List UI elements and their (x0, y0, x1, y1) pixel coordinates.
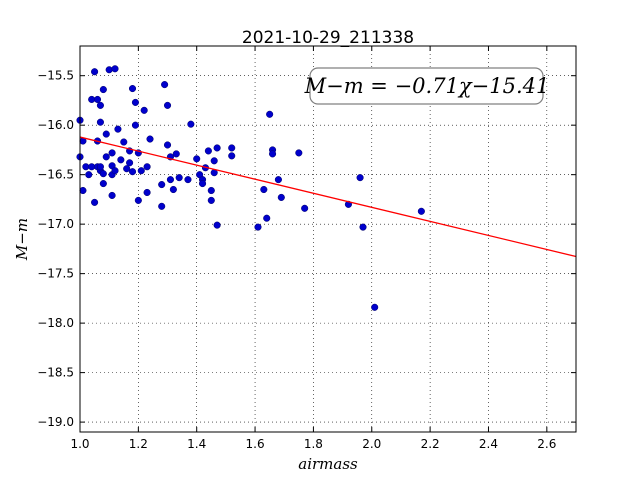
data-point (128, 168, 137, 176)
plot-frame (79, 45, 577, 433)
data-point (131, 121, 139, 129)
data-point (99, 85, 107, 94)
data-point (198, 180, 207, 188)
data-point (111, 65, 119, 73)
data-point (295, 149, 303, 157)
axis-ticks: 1.0 1.2 1.4 1.6 1.8 2.0 2.2 2.4 2.6 −15.5 −16.0 −16… (37, 46, 576, 451)
data-point (254, 223, 262, 231)
y-axis-label: M−m (13, 218, 31, 261)
data-point (123, 165, 131, 173)
data-point (128, 85, 137, 93)
y-tick-label: −18.5 (37, 366, 74, 380)
x-tick-label: 2.6 (537, 437, 556, 451)
data-point (99, 180, 107, 188)
data-point (204, 147, 212, 155)
data-point (184, 176, 192, 184)
annotation-text: M−m = −0.71χ−15.41 (304, 74, 550, 98)
data-point (143, 188, 151, 197)
data-point (356, 174, 364, 182)
data-point (143, 163, 151, 171)
data-point (102, 130, 110, 138)
data-point (169, 185, 177, 194)
data-point (417, 207, 425, 215)
data-point (102, 153, 110, 161)
data-point (210, 157, 218, 165)
data-point (163, 141, 172, 149)
y-tick-label: −18.0 (37, 316, 74, 330)
data-point (161, 81, 169, 89)
y-tick-label: −16.0 (37, 118, 74, 132)
chart-title: 2021-10-29_211338 (242, 28, 414, 48)
x-tick-label: 2.4 (479, 437, 498, 451)
data-point (96, 101, 104, 109)
data-point (187, 120, 195, 128)
x-tick-label: 1.8 (304, 437, 323, 451)
x-tick-label: 2.0 (362, 437, 381, 451)
data-point (79, 186, 87, 195)
data-point (99, 170, 107, 178)
fit-line (79, 136, 577, 258)
data-point (277, 193, 285, 201)
data-point (105, 66, 113, 74)
data-point (158, 202, 166, 210)
data-point (134, 196, 142, 204)
data-point (158, 181, 166, 189)
data-point (172, 150, 180, 158)
data-point (301, 204, 309, 212)
data-point (166, 176, 174, 184)
data-point (228, 152, 236, 160)
x-tick-label: 2.2 (421, 437, 440, 451)
data-point (269, 150, 277, 158)
data-point (131, 98, 139, 106)
plot-area (76, 65, 577, 311)
data-point (117, 156, 125, 164)
data-point (266, 110, 274, 118)
data-point (228, 144, 236, 152)
data-point (146, 135, 154, 143)
x-tick-label: 1.0 (70, 437, 89, 451)
data-point (140, 106, 148, 114)
data-point (108, 149, 116, 157)
annotation-box (309, 67, 544, 105)
x-tick-label: 1.6 (246, 437, 265, 451)
data-point (96, 163, 104, 171)
data-point (359, 223, 367, 231)
data-point (120, 138, 128, 146)
data-point (213, 144, 221, 152)
data-point (371, 303, 379, 311)
data-point (91, 68, 99, 76)
x-axis-label: airmass (298, 455, 358, 473)
data-point (111, 167, 119, 175)
y-tick-label: −17.0 (37, 217, 74, 231)
data-point (137, 167, 145, 175)
x-tick-label: 1.4 (187, 437, 206, 451)
data-point (114, 125, 122, 133)
y-tick-label: −16.5 (37, 168, 74, 182)
data-point (193, 155, 201, 163)
fit-annotation: M−m = −0.71χ−15.41 (304, 67, 550, 105)
y-tick-label: −17.5 (37, 267, 74, 281)
data-point (85, 171, 93, 179)
data-point (260, 185, 268, 194)
data-point (213, 221, 221, 229)
x-tick-label: 1.2 (129, 437, 148, 451)
y-tick-label: −15.5 (37, 69, 74, 83)
data-point (93, 95, 102, 103)
data-point (274, 176, 282, 184)
data-point (91, 198, 99, 206)
y-tick-label: −19.0 (37, 415, 74, 429)
data-point (207, 186, 215, 195)
data-point (175, 174, 183, 182)
data-point (263, 214, 271, 222)
data-point (108, 191, 116, 200)
data-point (126, 159, 134, 167)
data-point (207, 196, 215, 204)
data-point (163, 101, 172, 109)
data-point (96, 118, 104, 126)
